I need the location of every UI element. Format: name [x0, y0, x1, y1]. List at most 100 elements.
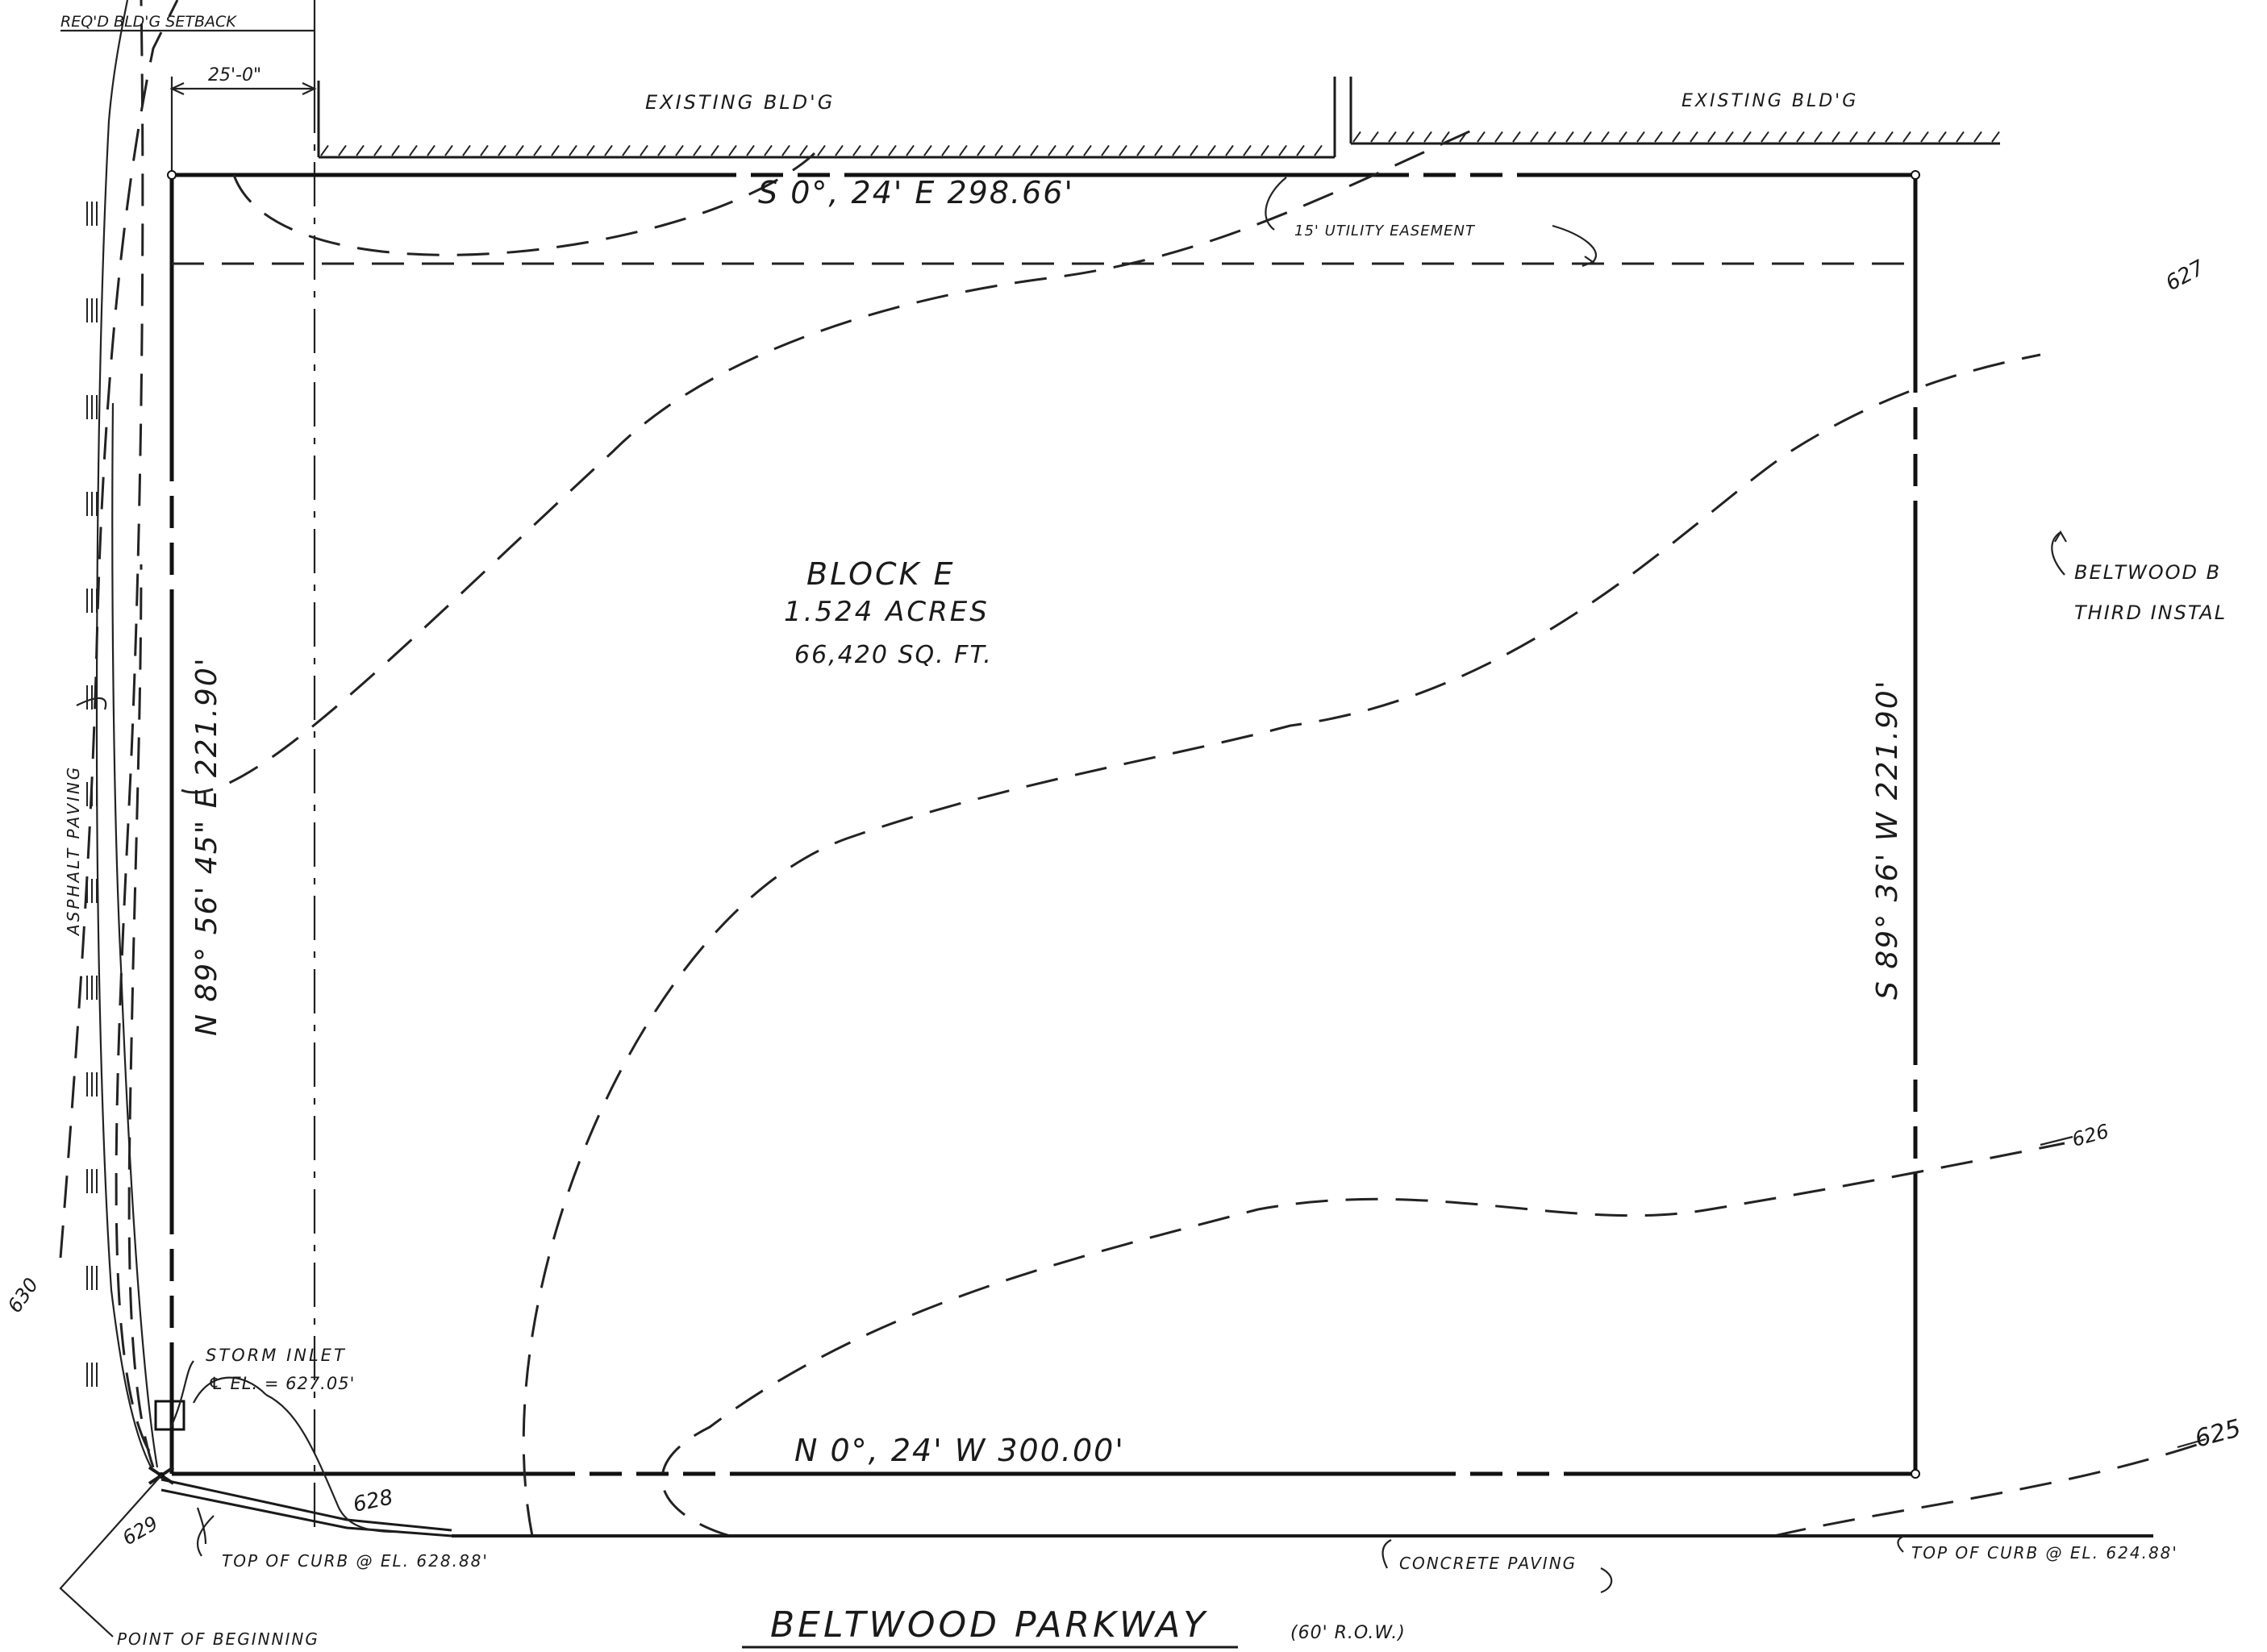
building-hatch-mark [1725, 131, 1734, 143]
building-hatch-mark [1796, 131, 1805, 143]
building-hatch-mark [817, 144, 826, 156]
bearing-top-label: S 0°, 24' E 298.66' [758, 175, 1074, 210]
beltwood-label-2: THIRD INSTAL [2074, 601, 2227, 624]
building-hatch-mark [1743, 131, 1752, 143]
building-hatch-mark [1956, 131, 1965, 143]
building-hatch-mark [1207, 144, 1216, 156]
leader-utility-easement [1265, 177, 1287, 231]
building-hatch-mark [1867, 131, 1876, 143]
building-hatch-mark [1477, 131, 1486, 143]
building-hatch-mark [959, 144, 968, 156]
leader-626 [2040, 1135, 2073, 1146]
contour-line-630-b [127, 564, 155, 1468]
building-hatch-mark [1494, 131, 1503, 143]
building-hatch-mark [764, 144, 773, 156]
building-hatch-mark [1902, 131, 1911, 143]
building-hatch-mark [1119, 144, 1127, 156]
building-hatch-mark [1012, 144, 1021, 156]
building-hatch-mark [1314, 144, 1323, 156]
building-hatch-mark [1406, 131, 1415, 143]
building-hatch-mark [1601, 131, 1610, 143]
storm-inlet-label-2: ℄ EL. = 627.05' [208, 1374, 355, 1393]
building-hatch-mark [551, 144, 560, 156]
building-hatch-mark [444, 144, 453, 156]
building-hatch-mark [427, 144, 435, 156]
building-hatch-mark [1065, 144, 1074, 156]
building-hatch-mark [515, 144, 524, 156]
building-hatch-mark [693, 144, 702, 156]
leader-beltwood [2051, 531, 2065, 576]
building-hatch-mark [977, 144, 986, 156]
building-hatch-mark [1920, 131, 1929, 143]
concrete-paving-label: CONCRETE PAVING [1399, 1554, 1577, 1573]
building-hatch-mark [1441, 131, 1450, 143]
leader-storm-inlet [169, 1360, 194, 1428]
building-hatch-mark [994, 144, 1003, 156]
building-hatch-mark [1707, 131, 1716, 143]
existing-bldg-left-label: EXISTING BLD'G [645, 91, 835, 114]
building-hatch-mark [1243, 144, 1252, 156]
building-hatch-mark [657, 144, 666, 156]
leader-top-of-curb-right [1897, 1534, 1906, 1553]
building-hatch-mark [1690, 131, 1698, 143]
point-of-beginning-label: POINT OF BEGINNING [117, 1629, 319, 1649]
building-hatch-mark [728, 144, 737, 156]
leader-625 [2177, 1438, 2207, 1449]
building-hatch-mark [1296, 144, 1305, 156]
contour-line-626-a [522, 353, 2041, 1537]
existing-building-left [317, 77, 1336, 159]
street-name-label: BELTWOOD PARKWAY [770, 1604, 1208, 1646]
building-hatch-mark [1136, 144, 1145, 156]
building-hatch-mark [356, 144, 365, 156]
building-hatch-mark [799, 144, 808, 156]
building-hatch-mark [1548, 131, 1556, 143]
utility-easement-label: 15' UTILITY EASEMENT [1294, 223, 1476, 239]
contour-625-label: 625 [2192, 1414, 2244, 1454]
building-hatch-mark [1172, 144, 1181, 156]
building-hatch-mark [462, 144, 471, 156]
building-hatch-mark [1512, 131, 1521, 143]
building-hatch-mark [1832, 131, 1840, 143]
contour-line-627-b [181, 123, 1485, 794]
building-hatch-mark [409, 144, 418, 156]
contour-627-label: 627 [2162, 256, 2209, 296]
existing-bldg-right-label: EXISTING BLD'G [1681, 91, 1858, 111]
point-of-beginning-marker [59, 1466, 175, 1637]
property-boundary [167, 170, 1920, 1479]
contour-628-label: 628 [351, 1485, 395, 1517]
building-hatch-mark [781, 144, 790, 156]
building-hatch-mark [1225, 144, 1234, 156]
contour-line-630 [59, 0, 179, 1259]
beltwood-label-1: BELTWOOD B [2074, 561, 2221, 584]
building-hatch-mark [870, 144, 879, 156]
building-hatch-mark [1388, 131, 1397, 143]
contour-lines [59, 0, 2202, 1538]
setback-dimension-label: 25'-0" [208, 65, 261, 85]
building-hatch-mark [1101, 144, 1110, 156]
contour-630-label: 630 [3, 1274, 43, 1317]
building-hatch-mark [569, 144, 577, 156]
building-hatch-mark [1154, 144, 1163, 156]
building-hatch-mark [533, 144, 542, 156]
asphalt-paving-label: ASPHALT PAVING [64, 765, 83, 937]
curb-edge [160, 1478, 2153, 1545]
building-hatch-mark [586, 144, 595, 156]
building-hatch-mark [320, 144, 329, 156]
building-hatch-mark [1761, 131, 1769, 143]
bearing-left-label: N 89° 56' 45" E 221.90' [190, 656, 223, 1036]
building-hatch-mark [338, 144, 347, 156]
existing-building-right [1349, 77, 2000, 145]
building-hatch-mark [1849, 131, 1858, 143]
building-hatch-mark [1083, 144, 1092, 156]
block-name-label: BLOCK E [806, 556, 956, 592]
building-hatch-mark [852, 144, 861, 156]
building-hatch-mark [1938, 131, 1947, 143]
building-hatch-mark [1991, 131, 2000, 143]
building-hatch-mark [604, 144, 613, 156]
contour-line-629 [115, 0, 151, 1452]
contour-626-label: 626 [2069, 1120, 2111, 1151]
building-hatch-mark [480, 144, 489, 156]
street-row-label: (60' R.O.W.) [1290, 1623, 1406, 1643]
building-hatch-mark [1583, 131, 1592, 143]
